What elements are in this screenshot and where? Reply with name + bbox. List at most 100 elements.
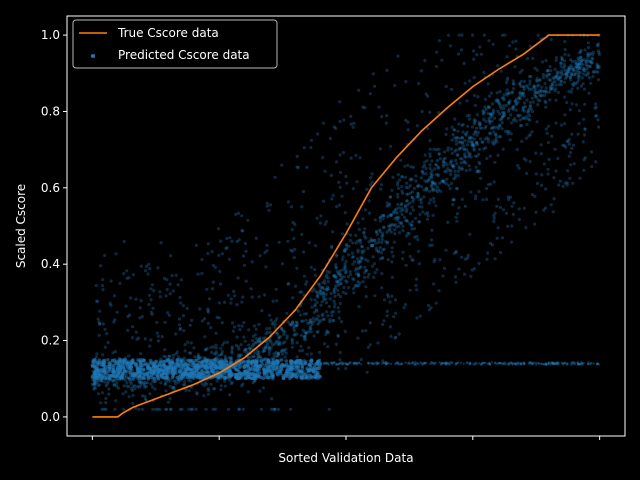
predicted-point (342, 249, 347, 253)
predicted-point (410, 258, 414, 262)
predicted-point (584, 63, 588, 67)
predicted-point (130, 325, 135, 329)
predicted-point (382, 225, 386, 229)
predicted-point (164, 389, 168, 393)
predicted-point (471, 33, 475, 37)
predicted-point (536, 33, 540, 37)
predicted-point (525, 98, 529, 102)
predicted-point (444, 132, 448, 137)
predicted-point (498, 90, 502, 94)
predicted-point (360, 245, 364, 249)
predicted-point (562, 59, 567, 63)
predicted-point (184, 367, 188, 372)
predicted-point (509, 132, 513, 136)
predicted-point (434, 65, 439, 69)
predicted-point (382, 247, 386, 251)
predicted-point (261, 336, 265, 340)
predicted-point (434, 301, 438, 305)
predicted-point (441, 160, 445, 164)
predicted-point (354, 272, 358, 276)
predicted-point (171, 353, 175, 357)
predicted-point (373, 84, 377, 88)
predicted-point (171, 386, 175, 390)
predicted-point (507, 130, 511, 134)
predicted-point (220, 352, 224, 356)
predicted-point (321, 317, 325, 321)
predicted-point (368, 343, 372, 347)
predicted-point (282, 349, 286, 353)
predicted-point (528, 74, 532, 79)
predicted-point (285, 311, 289, 315)
predicted-point (438, 361, 441, 364)
predicted-point (449, 162, 453, 166)
predicted-point (392, 210, 396, 214)
predicted-point (336, 279, 340, 284)
predicted-point (422, 195, 426, 199)
predicted-point (400, 207, 404, 211)
predicted-point (588, 64, 592, 69)
predicted-point (168, 292, 172, 296)
predicted-point (312, 334, 316, 338)
predicted-point (450, 159, 454, 163)
predicted-point (333, 361, 336, 364)
predicted-point (246, 366, 250, 371)
predicted-point (443, 361, 446, 365)
predicted-point (475, 143, 479, 147)
predicted-point (569, 163, 573, 167)
predicted-point (242, 349, 246, 353)
predicted-point (166, 379, 171, 383)
predicted-point (144, 397, 148, 401)
predicted-point (430, 180, 434, 184)
predicted-point (396, 192, 400, 196)
predicted-point (408, 254, 412, 259)
predicted-point (284, 351, 288, 355)
predicted-point (221, 365, 226, 370)
predicted-point (385, 314, 389, 318)
predicted-point (101, 288, 105, 292)
predicted-point (480, 126, 484, 130)
predicted-point (411, 220, 415, 224)
predicted-point (544, 362, 547, 365)
predicted-point (490, 119, 494, 123)
predicted-point (382, 298, 387, 302)
predicted-point (369, 237, 373, 241)
predicted-point (565, 72, 569, 76)
predicted-point (325, 285, 330, 289)
predicted-point (549, 363, 552, 366)
predicted-point (473, 130, 477, 134)
predicted-point (324, 297, 328, 301)
predicted-point (318, 319, 322, 323)
predicted-point (409, 177, 413, 181)
predicted-point (426, 211, 430, 215)
predicted-point (534, 172, 538, 176)
predicted-point (309, 327, 313, 331)
predicted-point (258, 355, 262, 359)
predicted-point (125, 269, 129, 273)
predicted-point (434, 204, 438, 208)
predicted-point (359, 265, 363, 269)
predicted-point (97, 392, 101, 396)
predicted-point (522, 361, 525, 364)
predicted-point (511, 82, 515, 86)
predicted-point (540, 85, 544, 89)
predicted-point (576, 70, 581, 74)
predicted-point (223, 300, 227, 304)
predicted-point (178, 295, 182, 300)
predicted-point (291, 220, 295, 225)
predicted-point (334, 342, 339, 346)
predicted-point (397, 362, 400, 365)
predicted-point (572, 69, 576, 73)
predicted-point (450, 138, 454, 142)
predicted-point (451, 164, 455, 168)
predicted-point (428, 163, 432, 167)
predicted-point (242, 321, 246, 325)
predicted-point (354, 153, 358, 157)
predicted-point (290, 339, 294, 343)
predicted-point (302, 146, 306, 150)
predicted-point (411, 199, 415, 203)
predicted-point (440, 362, 444, 365)
predicted-point (437, 165, 441, 169)
predicted-point (431, 187, 435, 191)
predicted-point (156, 370, 161, 375)
predicted-point (519, 84, 523, 88)
